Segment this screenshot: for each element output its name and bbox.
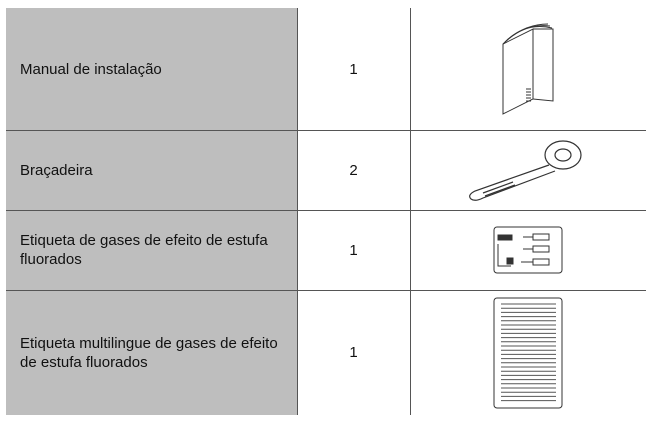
item-name: Etiqueta de gases de efeito de estufa fl…	[20, 232, 268, 268]
column-divider	[297, 8, 298, 415]
item-name: Etiqueta multilingue de gases de efeito …	[20, 334, 278, 371]
row-divider	[6, 210, 646, 211]
label-icon	[410, 210, 646, 290]
multilingual-label-icon	[410, 290, 646, 415]
item-name: Braçadeira	[20, 161, 93, 179]
clamp-icon	[410, 130, 646, 210]
manual-drawing	[502, 23, 554, 115]
row-divider	[6, 290, 646, 291]
item-quantity: 2	[349, 161, 358, 179]
multilingual-label-drawing	[493, 297, 563, 408]
column-divider	[410, 8, 411, 415]
row-divider	[6, 130, 646, 131]
item-name: Manual de instalação	[20, 60, 162, 78]
item-quantity: 1	[349, 241, 358, 259]
first-column-shading	[6, 8, 297, 415]
item-quantity: 1	[349, 344, 358, 361]
manual-icon	[410, 8, 646, 130]
label-drawing	[493, 226, 563, 274]
clamp-drawing	[469, 140, 582, 201]
item-quantity: 1	[349, 60, 358, 78]
